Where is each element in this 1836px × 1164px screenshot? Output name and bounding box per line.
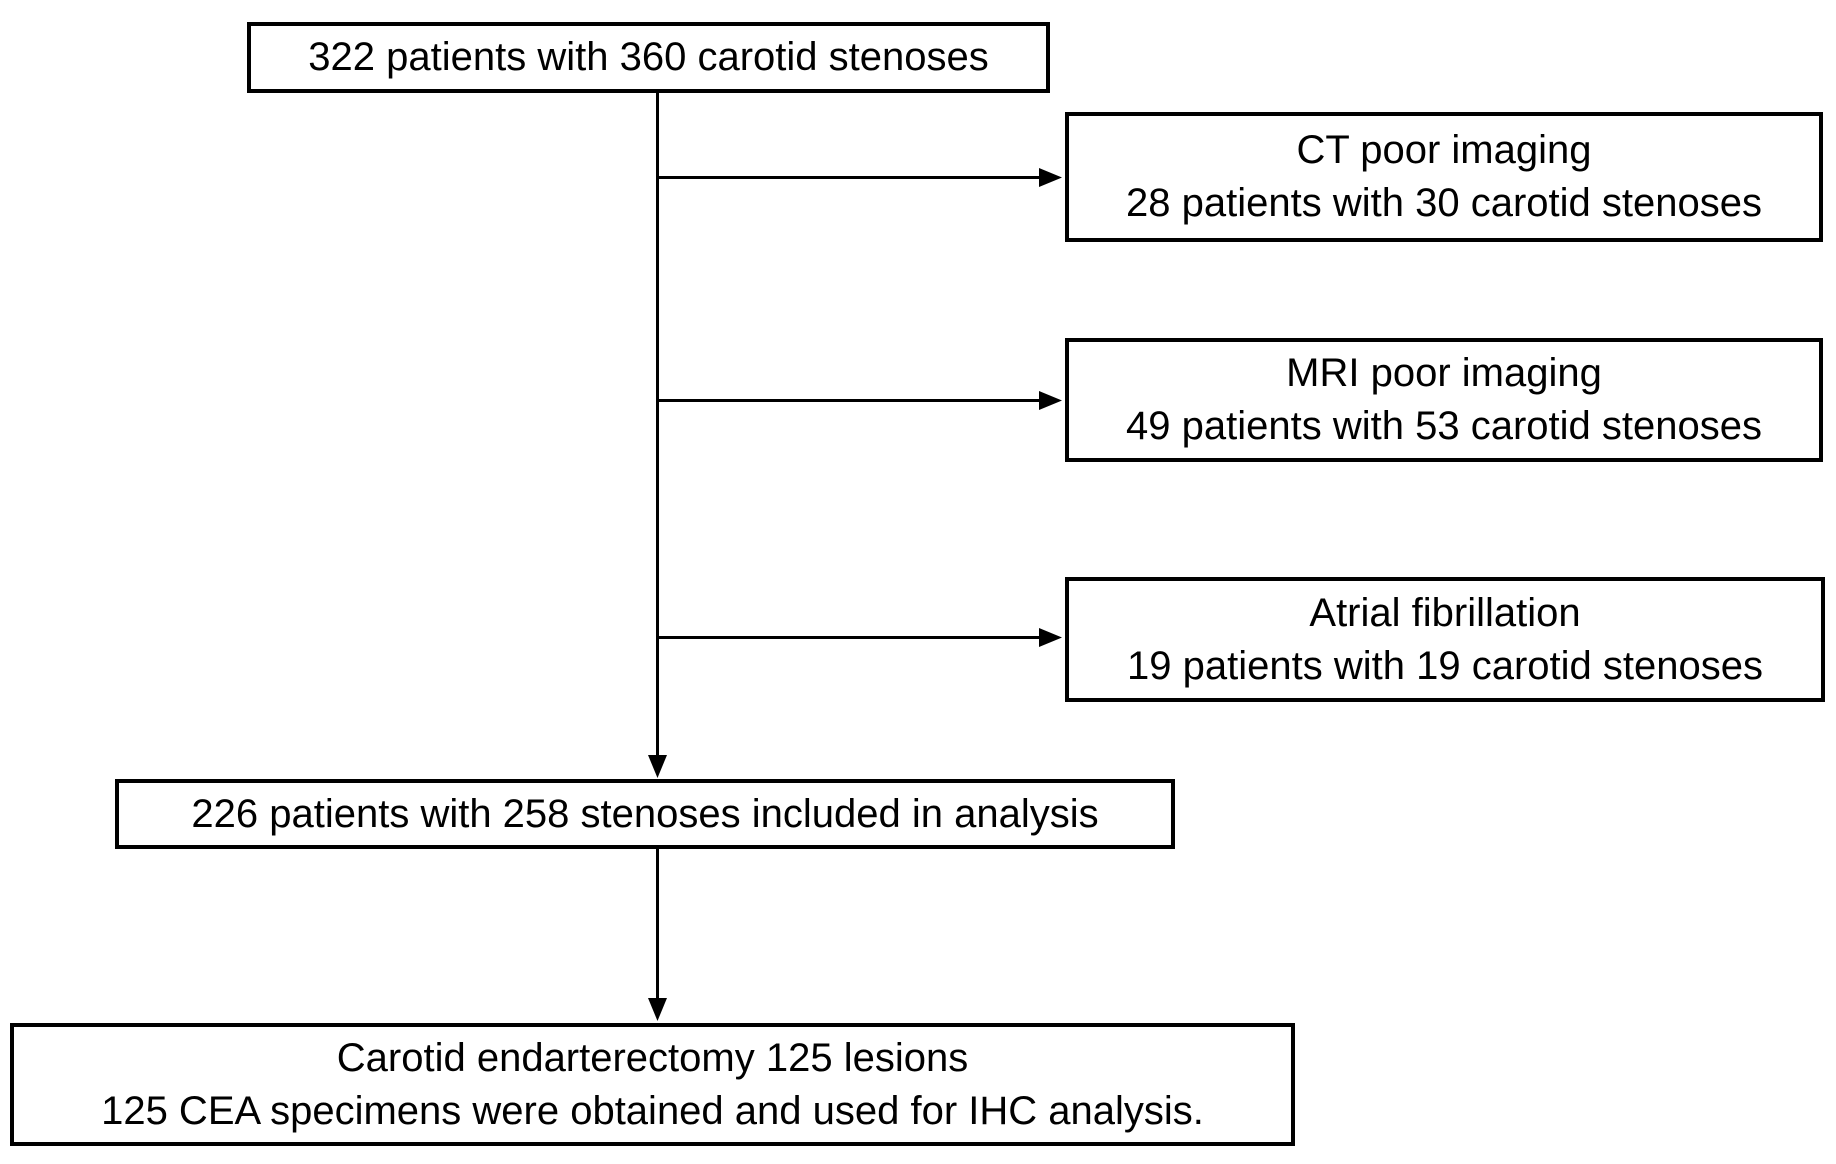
exclusion-ct-node: CT poor imaging 28 patients with 30 caro… [1065, 112, 1823, 242]
start-node-text: 322 patients with 360 carotid stenoses [308, 35, 989, 79]
arrow-branch-mri [656, 391, 1062, 410]
exclusion-af-title: Atrial fibrillation [1309, 590, 1581, 635]
start-node: 322 patients with 360 carotid stenoses [247, 22, 1050, 93]
exclusion-af-detail: 19 patients with 19 carotid stenoses [1127, 643, 1763, 688]
final-node-detail: 125 CEA specimens were obtained and used… [101, 1088, 1204, 1133]
arrow-branch-ct [656, 168, 1062, 187]
exclusion-mri-node: MRI poor imaging 49 patients with 53 car… [1065, 338, 1823, 462]
exclusion-mri-title: MRI poor imaging [1286, 351, 1602, 395]
included-node-text: 226 patients with 258 stenoses included … [191, 791, 1099, 836]
exclusion-af-node: Atrial fibrillation 19 patients with 19 … [1065, 577, 1825, 702]
exclusion-ct-detail: 28 patients with 30 carotid stenoses [1126, 181, 1762, 225]
final-node: Carotid endarterectomy 125 lesions 125 C… [10, 1023, 1295, 1146]
exclusion-mri-detail: 49 patients with 53 carotid stenoses [1126, 404, 1762, 448]
arrow-start-to-included [648, 91, 667, 778]
final-node-title: Carotid endarterectomy 125 lesions [336, 1035, 969, 1080]
included-node: 226 patients with 258 stenoses included … [115, 779, 1175, 849]
arrow-included-to-final [648, 849, 667, 1021]
exclusion-ct-title: CT poor imaging [1296, 128, 1592, 172]
arrow-branch-af [656, 628, 1062, 647]
